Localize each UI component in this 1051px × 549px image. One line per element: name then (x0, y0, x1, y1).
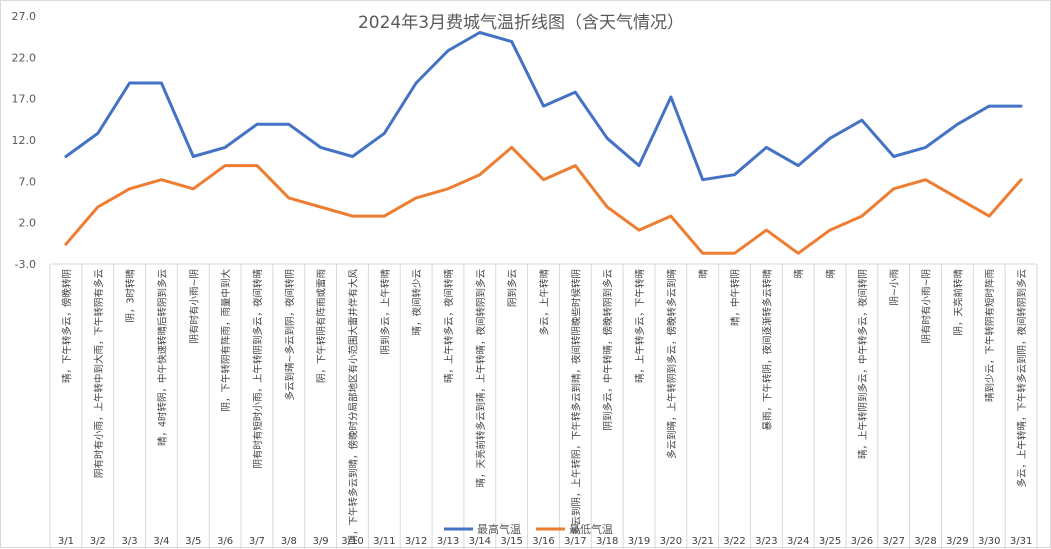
x-tick-label: 3/3 (122, 536, 138, 547)
x-tick-label: 3/9 (313, 536, 329, 547)
x-tick-label: 3/6 (217, 536, 233, 547)
x-tick-label: 3/20 (660, 536, 682, 547)
x-tick-label: 3/21 (691, 536, 713, 547)
x-tick-label: 3/27 (882, 536, 904, 547)
weather-label: 晴，夜间转少云 (411, 269, 423, 336)
legend-label: 最高气温 (477, 522, 521, 536)
weather-label: 阴，3时转晴 (125, 269, 137, 323)
x-tick-label: 3/25 (819, 536, 841, 547)
weather-label: 阴到多云，上午转晴 (379, 269, 391, 355)
x-tick-label: 3/8 (281, 536, 297, 547)
series-lines (64, 31, 1023, 255)
x-axis: 3/1 3/2 3/3 3/4 3/5 3/6 3/7 3/8 3/9 3/10 3/11 3/12 3… (49, 263, 1038, 549)
weather-label: 阴到多云，中午转晴，傍晚转阴到多云 (602, 269, 614, 431)
y-tick-label: 2.0 (19, 217, 37, 230)
weather-label: 阴有时有小雨，上午转中到大雨，下午转阴有多云 (93, 269, 105, 478)
weather-label: 晴，上午转阴到多云，中午转多云，夜间转阴 (857, 269, 869, 459)
x-tick-label: 3/5 (185, 536, 201, 547)
weather-label: 晴到少云，下午转阴有短时阵雨 (984, 269, 996, 402)
weather-label: 晴，上午转多云，下午转晴 (634, 269, 646, 384)
weather-label: 晴 (825, 269, 837, 279)
weather-label: 阴有时有小雨~阴 (188, 269, 200, 343)
x-tick-label: 3/10 (341, 536, 363, 547)
weather-labels: 晴，下午转多云，傍晚转阴 阴有时有小雨，上午转中到大雨，下午转阴有多云 阴，3时转晴… (61, 269, 1028, 545)
weather-label: 阴，下午转阴有阵雨或雷雨 (316, 269, 328, 383)
x-tick-label: 3/28 (914, 536, 936, 547)
x-tick-label: 3/4 (153, 536, 169, 547)
legend-label: 最低气温 (569, 522, 613, 536)
x-tick-label: 3/31 (1010, 536, 1032, 547)
weather-label: 阴，天亮前转晴 (952, 269, 964, 336)
y-tick-label: 12.0 (12, 134, 37, 147)
x-tick-label: 3/26 (851, 536, 873, 547)
weather-label: 晴，天亮前转多云到晴，上午转晴，夜间转阴到多云 (475, 269, 487, 488)
y-tick-label: -3.0 (15, 258, 36, 271)
series-line-high (64, 31, 1023, 182)
weather-label: 多云到晴，上午转阴到多云，傍晚转多云到晴 (666, 269, 678, 460)
y-axis: 27.0 22.0 17.0 12.0 7.0 2.0 -3.0 (12, 10, 37, 271)
x-tick-label: 3/22 (723, 536, 745, 547)
weather-label: 晴 (698, 269, 710, 279)
x-tick-label: 3/24 (787, 536, 809, 547)
weather-label: 阴有时有短时小雨，上午转阴到多云，夜间转晴 (252, 269, 264, 469)
x-tick-label: 3/15 (500, 536, 522, 547)
x-tick-label: 3/29 (946, 536, 968, 547)
weather-label: 多云，上午转晴 (539, 269, 551, 336)
weather-label: 多云到晴~多云到阴，夜间转阴 (284, 269, 296, 400)
x-tick-label: 3/23 (755, 536, 777, 547)
weather-label: 晴，下午转多云，傍晚转阴 (61, 269, 73, 383)
weather-label: 晴，中午转阴 (730, 269, 742, 326)
y-tick-label: 22.0 (12, 51, 37, 64)
weather-label: 晴，4时转阴，中午快速转晴后转阴到多云 (156, 269, 168, 446)
weather-label: 阴~小雨 (890, 269, 901, 305)
weather-label: 阴到多云 (507, 269, 519, 307)
chart-title: 2024年3月费城气温折线图（含天气情况） (358, 13, 684, 33)
x-tick-label: 3/12 (405, 536, 427, 547)
weather-label: 晴 (793, 269, 805, 279)
weather-label: 多云到阴，上午转阴，下午转多云到晴，夜间转阴晚些时候转阴 (570, 269, 582, 535)
weather-label: 阴，下午转阴有阵雨，雨量中到大 (220, 269, 232, 412)
x-tick-label: 3/7 (249, 536, 265, 547)
weather-label: 阴，下午转多云到晴，傍晚时分局部地区有小范围大雷并伴有大风 (347, 269, 359, 545)
x-tick-label: 3/19 (628, 536, 650, 547)
weather-label: 晴，上午转多云，夜间转晴 (443, 269, 455, 384)
legend: 最高气温 最低气温 (444, 522, 613, 536)
y-tick-label: 27.0 (12, 10, 37, 23)
x-tick-label: 3/13 (437, 536, 459, 547)
x-tick-label: 3/14 (469, 536, 491, 547)
x-tick-label: 3/1 (58, 536, 74, 547)
weather-label: 阴有时有小雨~阴 (921, 269, 933, 343)
y-tick-label: 17.0 (12, 93, 37, 106)
x-tick-label: 3/30 (978, 536, 1000, 547)
series-line-low (64, 145, 1023, 255)
y-tick-label: 7.0 (19, 175, 37, 188)
x-tick-label: 3/11 (373, 536, 395, 547)
x-tick-label: 3/18 (596, 536, 618, 547)
x-tick-label: 3/2 (90, 536, 106, 547)
weather-label: 暴雨，下午转阴，夜间逐渐转多云转晴 (761, 269, 773, 431)
x-tick-label: 3/16 (532, 536, 554, 547)
x-tick-label: 3/17 (564, 536, 586, 547)
weather-label: 多云，上午转晴，下午转多云到阴，夜间转阴到多云 (1016, 269, 1028, 488)
